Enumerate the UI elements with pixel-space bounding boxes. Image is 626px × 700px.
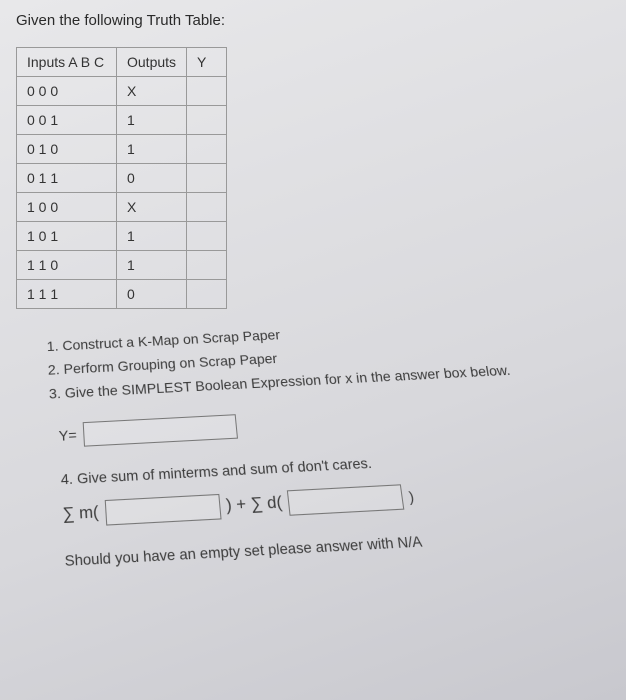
cell-out: 0 [117,280,187,309]
empty-set-note: Should you have an empty set please answ… [64,532,423,569]
cell-y [187,77,227,106]
cell-abc: 0 0 0 [17,77,117,106]
cell-abc: 1 0 1 [17,222,117,251]
table-row: 0 1 10 [17,164,227,193]
cell-abc: 0 1 1 [17,164,117,193]
cell-out: 1 [117,135,187,164]
cell-out: X [117,77,187,106]
th-inputs: Inputs A B C [17,48,117,77]
cell-abc: 1 1 0 [17,251,117,280]
cell-abc: 1 1 1 [17,280,117,309]
cell-y [187,135,227,164]
table-row: 0 0 11 [17,106,227,135]
sum-m-input[interactable] [104,494,221,526]
cell-y [187,251,227,280]
cell-y [187,164,227,193]
y-equals-label: Y= [58,427,77,444]
steps-list: Construct a K-Map on Scrap Paper Perform… [62,310,618,401]
th-y: Y [187,48,227,77]
th-outputs: Outputs [117,48,187,77]
cell-y [187,222,227,251]
sum-d-input[interactable] [287,484,405,516]
cell-out: X [117,193,187,222]
sum-m-label: ∑ m( [62,504,99,525]
truth-table: Inputs A B C Outputs Y 0 0 0X 0 0 11 0 1… [16,47,227,309]
cell-abc: 0 1 0 [17,135,117,164]
cell-out: 0 [117,164,187,193]
table-row: 1 0 11 [17,222,227,251]
table-row: 1 1 01 [17,251,227,280]
cell-out: 1 [117,222,187,251]
table-row: 0 0 0X [17,77,227,106]
close-paren: ) [408,488,415,505]
cell-abc: 1 0 0 [17,193,117,222]
cell-abc: 0 0 1 [17,106,117,135]
table-row: 0 1 01 [17,135,227,164]
table-row: 1 1 10 [17,280,227,309]
page-title: Given the following Truth Table: [16,12,610,29]
plus-sum-d-label: ) + ∑ d( [225,494,283,516]
cell-out: 1 [117,251,187,280]
cell-y [187,280,227,309]
cell-y [187,106,227,135]
cell-out: 1 [117,106,187,135]
y-answer-input[interactable] [82,414,237,446]
table-row: 1 0 0X [17,193,227,222]
cell-y [187,193,227,222]
